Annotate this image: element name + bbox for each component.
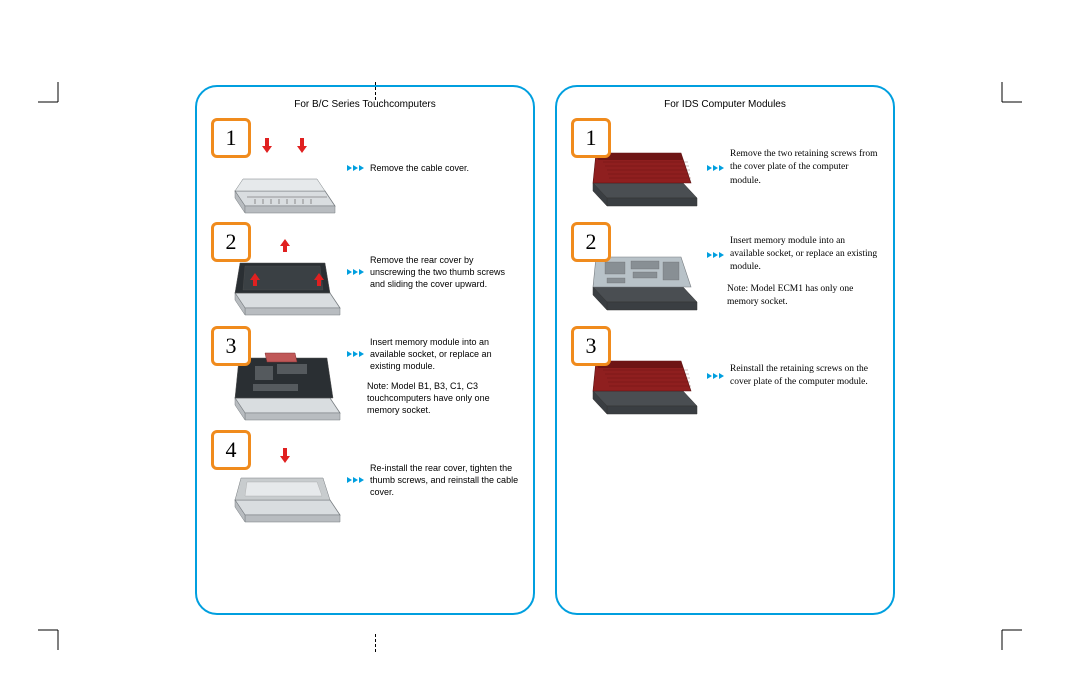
panel-bc-series: For B/C Series Touchcomputers 1: [195, 85, 535, 615]
step-text: Insert memory module into an available s…: [730, 235, 879, 275]
bullet-icon: [347, 269, 364, 275]
step-number: 1: [211, 118, 251, 158]
ids-step-3: 3: [571, 326, 879, 426]
bc-step-4: 4: [211, 430, 519, 530]
bullet-icon: [707, 252, 724, 258]
step-text: Reinstall the retaining screws on the co…: [730, 363, 879, 390]
bullet-icon: [707, 373, 724, 379]
step-number: 3: [211, 326, 251, 366]
bc-step-3: 3: [211, 326, 519, 426]
bc-step-2: 2: [211, 222, 519, 322]
step-number: 3: [571, 326, 611, 366]
panel-bc-title: For B/C Series Touchcomputers: [211, 99, 519, 110]
step-text: Re-install the rear cover, tighten the t…: [370, 462, 519, 498]
panel-ids-modules: For IDS Computer Modules 1: [555, 85, 895, 615]
step-number: 2: [211, 222, 251, 262]
step-text: Remove the rear cover by unscrewing the …: [370, 254, 519, 290]
step-note: Note: Model ECM1 has only one memory soc…: [727, 283, 879, 310]
page-content: For B/C Series Touchcomputers 1: [40, 85, 1040, 638]
bullet-icon: [347, 351, 364, 357]
step-text: Insert memory module into an available s…: [370, 336, 519, 372]
step-number: 1: [571, 118, 611, 158]
ids-step-1: 1: [571, 118, 879, 218]
step-note: Note: Model B1, B3, C1, C3 touchcomputer…: [367, 380, 517, 416]
step-number: 2: [571, 222, 611, 262]
step-text: Remove the two retaining screws from the…: [730, 148, 879, 188]
panel-ids-title: For IDS Computer Modules: [571, 99, 879, 110]
step-number: 4: [211, 430, 251, 470]
bullet-icon: [347, 165, 364, 171]
bullet-icon: [707, 165, 724, 171]
bc-step-1: 1: [211, 118, 519, 218]
ids-step-2: 2: [571, 222, 879, 322]
step-text: Remove the cable cover.: [370, 162, 469, 174]
bullet-icon: [347, 477, 364, 483]
